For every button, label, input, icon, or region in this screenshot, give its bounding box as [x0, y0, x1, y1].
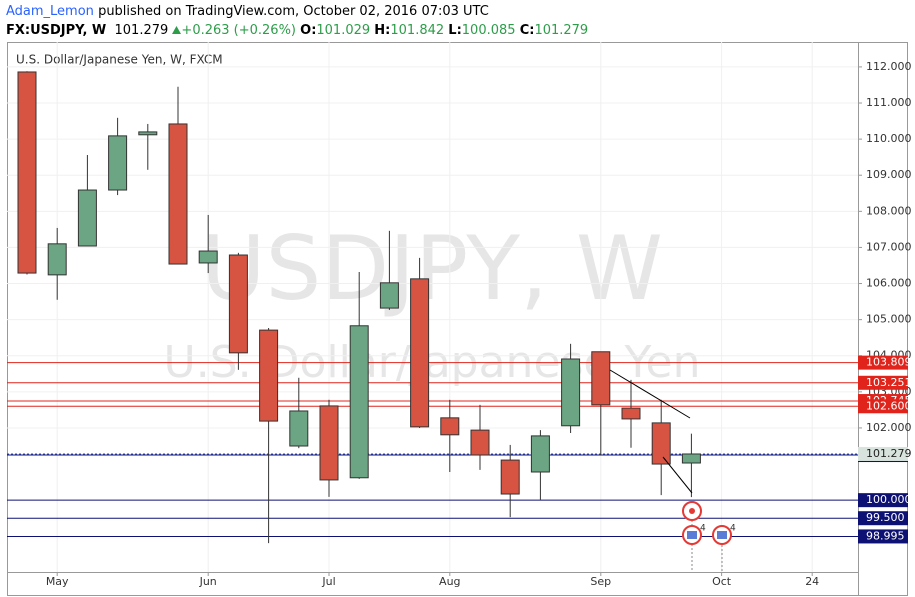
- candle-body: [500, 459, 520, 495]
- candle-body: [470, 429, 490, 456]
- x-tick-label: 24: [805, 575, 819, 588]
- ohlc-label: L:: [448, 23, 462, 38]
- ohlc-label: O:: [300, 23, 317, 38]
- chart-title: U.S. Dollar/Japanese Yen, W, FXCM: [16, 53, 223, 67]
- y-tick-label: 112.000: [866, 60, 912, 73]
- published: published on TradingView.com, October 02…: [98, 4, 489, 19]
- level-badge: [858, 529, 908, 544]
- level-badge: [858, 375, 908, 390]
- change: +0.263 (+0.26%): [181, 23, 296, 38]
- x-tick-label: Jun: [199, 575, 217, 588]
- y-tick-label: 108.000: [866, 204, 912, 217]
- event-count: 4: [730, 524, 736, 534]
- last-price-label: 101.279: [866, 447, 912, 460]
- y-tick-label: 107.000: [866, 240, 912, 253]
- x-tick-label: May: [46, 575, 69, 588]
- ohlc-value: 100.085: [461, 23, 516, 38]
- candle-body: [47, 243, 67, 276]
- ohlc-label: C:: [519, 23, 535, 38]
- ohlc-value: 101.279: [534, 23, 589, 38]
- frame: [7, 42, 908, 596]
- candle-body: [77, 189, 97, 247]
- candle-body: [168, 123, 188, 265]
- x-tick-label: Oct: [712, 575, 732, 588]
- y-tick-label: 102.000: [866, 421, 912, 434]
- candle-body: [259, 329, 279, 422]
- ohlc-label: H:: [374, 23, 391, 38]
- last-price: 101.279: [114, 23, 169, 38]
- x-tick-label: Sep: [590, 575, 611, 588]
- y-tick-label: 106.000: [866, 277, 912, 290]
- candle-body: [289, 410, 309, 447]
- level-label: 98.995: [866, 529, 905, 542]
- candle-body: [561, 358, 581, 427]
- trend-line: [609, 369, 691, 419]
- candle-body: [651, 422, 671, 465]
- candle-body: [108, 135, 128, 191]
- y-tick-label: 110.000: [866, 132, 912, 145]
- level-label: 103.809: [866, 356, 912, 369]
- candle-body: [440, 417, 460, 436]
- event-dot: [689, 508, 695, 514]
- candle-body: [138, 131, 158, 136]
- event-count: 4: [700, 524, 706, 534]
- candle-body: [228, 254, 248, 354]
- candle-body: [379, 282, 399, 309]
- candle-body: [591, 351, 611, 406]
- candle-body: [198, 250, 218, 264]
- trend-line: [662, 456, 693, 494]
- level-badge: [858, 399, 908, 414]
- level-badge: [858, 355, 908, 370]
- candle-body: [17, 71, 37, 274]
- y-tick-label: 111.000: [866, 96, 912, 109]
- x-tick-label: Jul: [321, 575, 335, 588]
- y-tick-label: 105.000: [866, 313, 912, 326]
- level-label: 99.500: [866, 511, 905, 524]
- header: Adam_Lemon published on TradingView.com,…: [6, 2, 588, 40]
- author[interactable]: Adam_Lemon: [6, 4, 94, 19]
- candle-body: [621, 407, 641, 420]
- symbol: FX:USDJPY, W: [6, 23, 107, 38]
- candle-body: [349, 325, 369, 479]
- event-glyph: [717, 531, 727, 539]
- candle-body: [530, 435, 550, 473]
- ohlc-value: 101.029: [316, 23, 371, 38]
- publish-line: Adam_Lemon published on TradingView.com,…: [6, 2, 588, 21]
- ohlc-value: 101.842: [390, 23, 445, 38]
- level-label: 102.600: [866, 399, 912, 412]
- x-tick-label: Aug: [439, 575, 460, 588]
- level-label: 100.000: [866, 493, 912, 506]
- level-badge: [858, 511, 908, 526]
- candle-body: [410, 278, 430, 428]
- level-label: 103.251: [866, 376, 912, 389]
- event-glyph: [687, 531, 697, 539]
- quote-line: FX:USDJPY, W 101.279 +0.263 (+0.26%) O:1…: [6, 21, 588, 40]
- watermark-symbol: USDJPY, W: [201, 217, 663, 320]
- y-tick-label: 109.000: [866, 168, 912, 181]
- level-badge: [858, 493, 908, 508]
- candle-body: [681, 453, 701, 464]
- candle-body: [319, 405, 339, 481]
- last-price-badge: [858, 446, 908, 461]
- up-arrow: [172, 26, 182, 34]
